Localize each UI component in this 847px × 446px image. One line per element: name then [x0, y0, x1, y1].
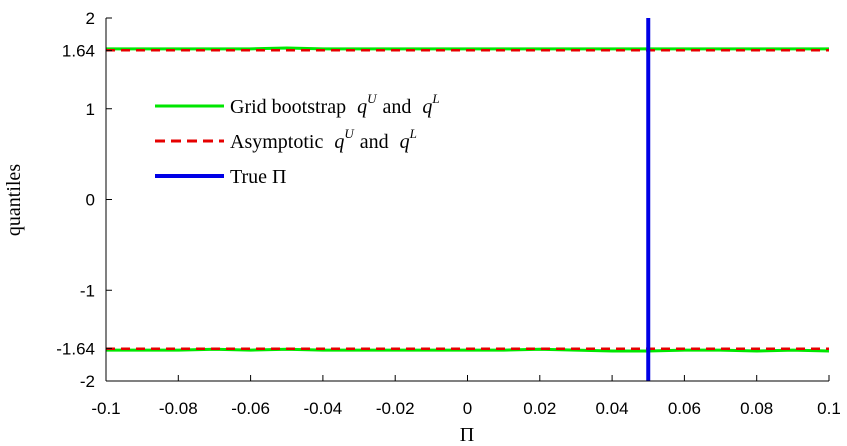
- y-axis-title: quantiles: [3, 164, 25, 236]
- y-tick-label: -1: [80, 281, 95, 300]
- plot-area: [106, 18, 830, 381]
- x-tick-label: 0.1: [817, 399, 841, 418]
- x-tick-label: -0.04: [304, 399, 343, 418]
- y-tick-label: 1: [86, 100, 95, 119]
- tick-labels: -0.1 -0.08 -0.06 -0.04 -0.02 0 0.02 0.04 0.06 0.0…: [56, 9, 841, 418]
- y-tick-label: 1.64: [62, 42, 95, 61]
- axes: [105, 17, 830, 382]
- y-tick-label: -2: [80, 372, 95, 391]
- y-tick-label: -1.64: [56, 339, 95, 358]
- x-tick-label: -0.06: [231, 399, 270, 418]
- x-tick-label: 0.04: [596, 399, 629, 418]
- legend-label-true-pi: True Π: [230, 166, 287, 188]
- legend-label-asymptotic-prefix: Asymptotic: [230, 131, 323, 153]
- y-tick-label: 0: [86, 191, 95, 210]
- x-axis-title: Π: [460, 424, 474, 446]
- legend-label-grid-bootstrap: Grid bootstrap qU and qL: [230, 91, 440, 118]
- x-tick-label: -0.08: [159, 399, 198, 418]
- legend-label-asymptotic: Asymptotic qU and qL: [230, 126, 417, 153]
- x-tick-label: 0: [463, 399, 472, 418]
- grid-bootstrap-upper-line: [106, 46, 829, 51]
- legend-label-grid-bootstrap-prefix: Grid bootstrap: [230, 96, 346, 118]
- x-tick-label: -0.02: [376, 399, 415, 418]
- x-tick-label: -0.1: [91, 399, 120, 418]
- y-tick-label: 2: [86, 9, 95, 28]
- x-tick-label: 0.08: [740, 399, 773, 418]
- x-tick-label: 0.06: [668, 399, 701, 418]
- legend: Grid bootstrap qU and qL Asymptotic qU and…: [155, 91, 440, 188]
- x-tick-label: 0.02: [523, 399, 556, 418]
